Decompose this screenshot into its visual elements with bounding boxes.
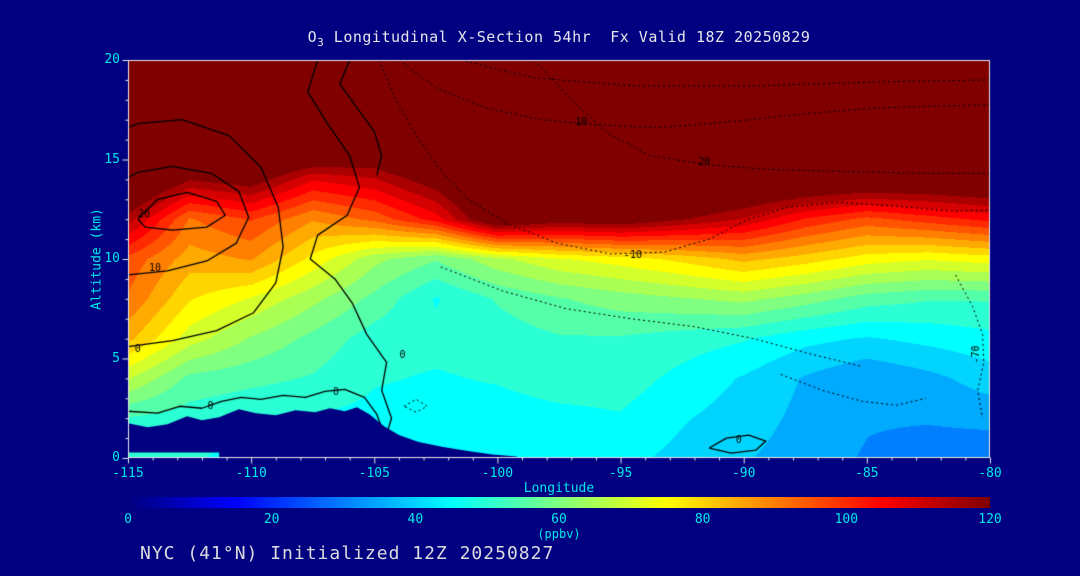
colorbar-units-label: (ppbv) <box>537 527 581 541</box>
colorbar-tick-label: 100 <box>834 512 859 527</box>
y-tick-label: 10 <box>104 251 120 266</box>
y-tick-label: 15 <box>104 151 120 167</box>
chart-title-subscript: 3 <box>317 36 325 49</box>
colorbar <box>128 497 990 508</box>
colorbar-tick-label: 60 <box>551 512 567 527</box>
x-axis-label: Longitude <box>523 481 595 496</box>
x-tick-label: -100 <box>481 466 514 481</box>
x-tick-label: -110 <box>235 466 267 481</box>
x-tick-label: -85 <box>855 466 879 481</box>
y-tick-label: 5 <box>112 350 120 366</box>
chart-title-prefix: O <box>307 28 318 46</box>
xsection-plot-canvas <box>118 50 1000 468</box>
x-tick-label: -80 <box>978 466 1002 481</box>
init-caption: NYC (41°N) Initialized 12Z 20250827 <box>140 543 555 564</box>
chart-title: O3 Longitudinal X-Section 54hr Fx Valid … <box>128 28 990 49</box>
y-tick-label: 0 <box>112 450 120 465</box>
colorbar-tick-label: 120 <box>978 512 1002 527</box>
colorbar-tick-label: 20 <box>263 512 280 527</box>
x-tick-label: -115 <box>112 466 144 481</box>
x-tick-label: -90 <box>731 466 756 481</box>
colorbar-tick-label: 80 <box>694 512 711 527</box>
colorbar-tick-label: 0 <box>124 512 132 527</box>
y-tick-label: 20 <box>104 52 120 67</box>
colorbar-tick-label: 40 <box>407 512 424 527</box>
x-tick-label: -105 <box>358 466 390 481</box>
chart-title-rest: Longitudinal X-Section 54hr Fx Valid 18Z… <box>324 28 811 46</box>
x-tick-label: -95 <box>608 466 633 481</box>
